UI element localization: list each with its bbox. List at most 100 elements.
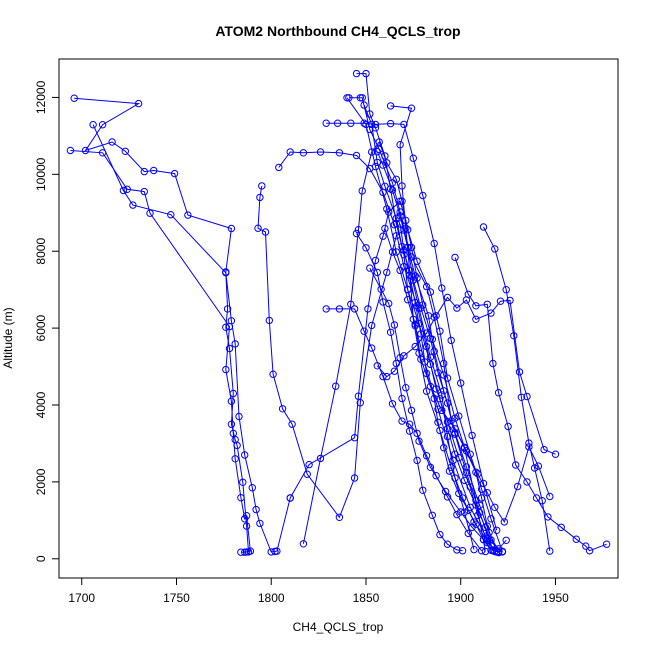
- data-point: [379, 232, 387, 240]
- data-point: [371, 162, 380, 171]
- data-point: [472, 315, 480, 323]
- series-3: [89, 121, 294, 556]
- series-19: [381, 224, 554, 526]
- data-point: [443, 399, 452, 407]
- data-point: [407, 406, 416, 415]
- x-axis: 1700 1750 1800 1850 1900 1950: [68, 577, 569, 605]
- series-2: [66, 146, 255, 556]
- data-point: [246, 547, 255, 555]
- data-point: [411, 272, 419, 280]
- data-point: [335, 513, 344, 521]
- data-point: [392, 248, 400, 256]
- data-point: [440, 444, 448, 452]
- data-point: [333, 119, 342, 127]
- data-point: [500, 518, 508, 526]
- data-point: [242, 512, 251, 520]
- x-axis-label: CH4_QCLS_trop: [293, 620, 384, 634]
- data-point: [352, 69, 361, 78]
- data-point: [458, 494, 467, 502]
- data-point: [347, 300, 355, 308]
- data-point: [286, 148, 294, 156]
- series-10: [345, 94, 503, 556]
- data-point: [402, 384, 410, 392]
- y-tick-label: 10000: [34, 157, 48, 191]
- data-point: [472, 520, 480, 528]
- data-point: [368, 344, 376, 352]
- data-point: [405, 271, 414, 279]
- data-point: [379, 372, 387, 381]
- data-point: [474, 470, 482, 478]
- series-line: [326, 308, 482, 552]
- data-point: [487, 309, 495, 317]
- data-point: [464, 506, 472, 514]
- data-point: [443, 432, 452, 441]
- data-point: [140, 187, 149, 196]
- data-point: [462, 469, 471, 477]
- data-point: [432, 312, 440, 320]
- data-point: [434, 369, 442, 377]
- data-point: [388, 186, 397, 194]
- data-point: [332, 382, 340, 390]
- data-point: [405, 427, 414, 435]
- data-point: [502, 286, 510, 294]
- data-point: [417, 304, 425, 312]
- data-point: [383, 372, 391, 381]
- data-point: [242, 522, 251, 530]
- data-point: [350, 305, 359, 313]
- data-point: [368, 120, 376, 129]
- data-point: [460, 476, 469, 485]
- data-point: [438, 284, 446, 292]
- series-8: [322, 119, 501, 534]
- series-21: [373, 148, 497, 554]
- data-point: [347, 119, 355, 127]
- data-point: [252, 505, 260, 514]
- data-point: [362, 120, 370, 129]
- data-point: [129, 201, 137, 209]
- data-point: [479, 223, 488, 231]
- data-point: [398, 182, 406, 190]
- data-point: [350, 474, 359, 482]
- data-point: [237, 548, 245, 556]
- data-point: [227, 420, 236, 428]
- data-point: [299, 540, 308, 548]
- data-point: [70, 94, 78, 102]
- x-tick-label: 1950: [542, 591, 569, 605]
- data-point: [396, 266, 404, 275]
- series-line: [348, 97, 500, 553]
- data-point: [98, 121, 107, 129]
- data-point: [502, 536, 510, 544]
- data-point: [398, 417, 406, 425]
- data-point: [404, 286, 412, 294]
- data-point: [256, 519, 264, 528]
- data-point: [366, 264, 374, 272]
- data-point: [400, 246, 408, 254]
- data-point: [375, 145, 383, 154]
- x-tick-label: 1750: [163, 591, 190, 605]
- data-point: [150, 166, 158, 175]
- data-point: [513, 482, 522, 491]
- y-tick-label: 6000: [34, 314, 48, 341]
- data-point: [239, 478, 247, 486]
- data-point: [470, 545, 478, 554]
- x-tick-label: 1850: [353, 591, 380, 605]
- plot-area: [66, 69, 611, 557]
- series-15: [373, 293, 560, 458]
- data-point: [267, 548, 275, 556]
- data-point: [354, 226, 363, 234]
- data-point: [360, 101, 368, 109]
- data-point: [413, 257, 421, 265]
- data-point: [443, 424, 452, 433]
- data-point: [373, 268, 381, 277]
- data-point: [422, 329, 431, 337]
- data-point: [453, 304, 461, 312]
- data-point: [426, 288, 435, 296]
- data-point: [453, 510, 461, 519]
- series-line: [74, 97, 250, 553]
- data-point: [462, 447, 471, 455]
- data-point: [381, 182, 389, 191]
- data-point: [343, 94, 351, 102]
- data-point: [256, 193, 264, 202]
- data-point: [398, 197, 406, 205]
- data-point: [532, 494, 541, 502]
- data-point: [398, 242, 406, 251]
